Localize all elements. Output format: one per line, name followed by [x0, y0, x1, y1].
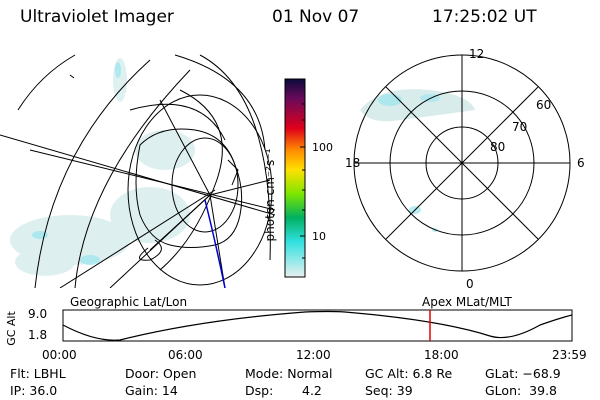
timeline-ytick-bottom: 1.8 [28, 328, 48, 342]
header-date: 01 Nov 07 [272, 7, 360, 27]
ip-status: IP: 36.0 [10, 383, 58, 398]
colorbar-ticks [300, 103, 305, 259]
mlt-label-6: 6 [577, 156, 585, 170]
map-content [0, 54, 275, 288]
timeline-xtick-2359: 23:59 [552, 348, 587, 362]
colorbar-tick-10: 10 [312, 230, 326, 243]
polar-grid [353, 54, 571, 272]
colorbar-scale [284, 78, 306, 278]
mlt-label-18: 18 [345, 156, 361, 170]
header-time: 17:25:02 UT [432, 7, 537, 27]
timeline-xtick-0600: 06:00 [168, 348, 203, 362]
lat-label-60: 60 [536, 98, 552, 112]
timeline-ytick-top: 9.0 [28, 307, 48, 321]
filter-status: Flt: LBHL [10, 366, 66, 381]
dsp-value: 4.2 [302, 383, 322, 398]
timeline-right-title: Apex MLat/MLT [422, 295, 512, 309]
lat-label-80: 80 [490, 140, 506, 154]
lat-label-70: 70 [512, 120, 528, 134]
instrument-title: Ultraviolet Imager [20, 7, 174, 27]
coastline [69, 74, 243, 261]
polar-plot [353, 54, 571, 272]
auroral-emission [10, 58, 195, 276]
timeline-frame [62, 309, 573, 342]
colorbar-tick-100: 100 [312, 141, 333, 154]
timeline-xtick-1800: 18:00 [424, 348, 459, 362]
colorbar-unit-label: photon cm⁻²s⁻¹ [263, 148, 277, 242]
polar-emission [360, 89, 475, 232]
timeline-xtick-0000: 00:00 [42, 348, 77, 362]
geographic-latitude: GLat: −68.9 [485, 366, 561, 381]
satellite-track [204, 199, 226, 288]
geographic-map [0, 54, 275, 288]
dsp-label: Dsp: [245, 383, 274, 398]
gc-altitude-status: GC Alt: 6.8 Re [365, 366, 453, 381]
timeline-axis-title: GC Alt [4, 311, 18, 346]
geographic-longitude: GLon: 39.8 [485, 383, 557, 398]
mlt-label-0: 0 [466, 277, 474, 291]
door-status: Door: Open [125, 366, 197, 381]
mlt-label-12: 12 [469, 47, 485, 61]
sequence-status: Seq: 39 [365, 383, 413, 398]
timeline-left-title: Geographic Lat/Lon [70, 295, 188, 309]
altitude-curve [62, 310, 573, 341]
colorbar [284, 78, 306, 278]
mode-status: Mode: Normal [245, 366, 333, 381]
gain-status: Gain: 14 [125, 383, 178, 398]
altitude-timeline [62, 309, 573, 342]
map-grid [0, 54, 275, 288]
timeline-xtick-1200: 12:00 [296, 348, 331, 362]
